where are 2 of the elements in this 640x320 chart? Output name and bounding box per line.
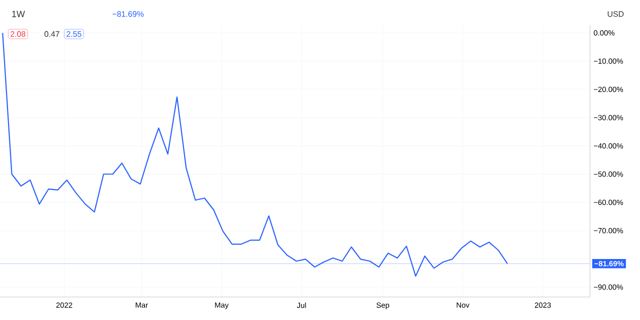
chart-title: 1W [12, 10, 25, 18]
line-series [2, 32, 508, 277]
